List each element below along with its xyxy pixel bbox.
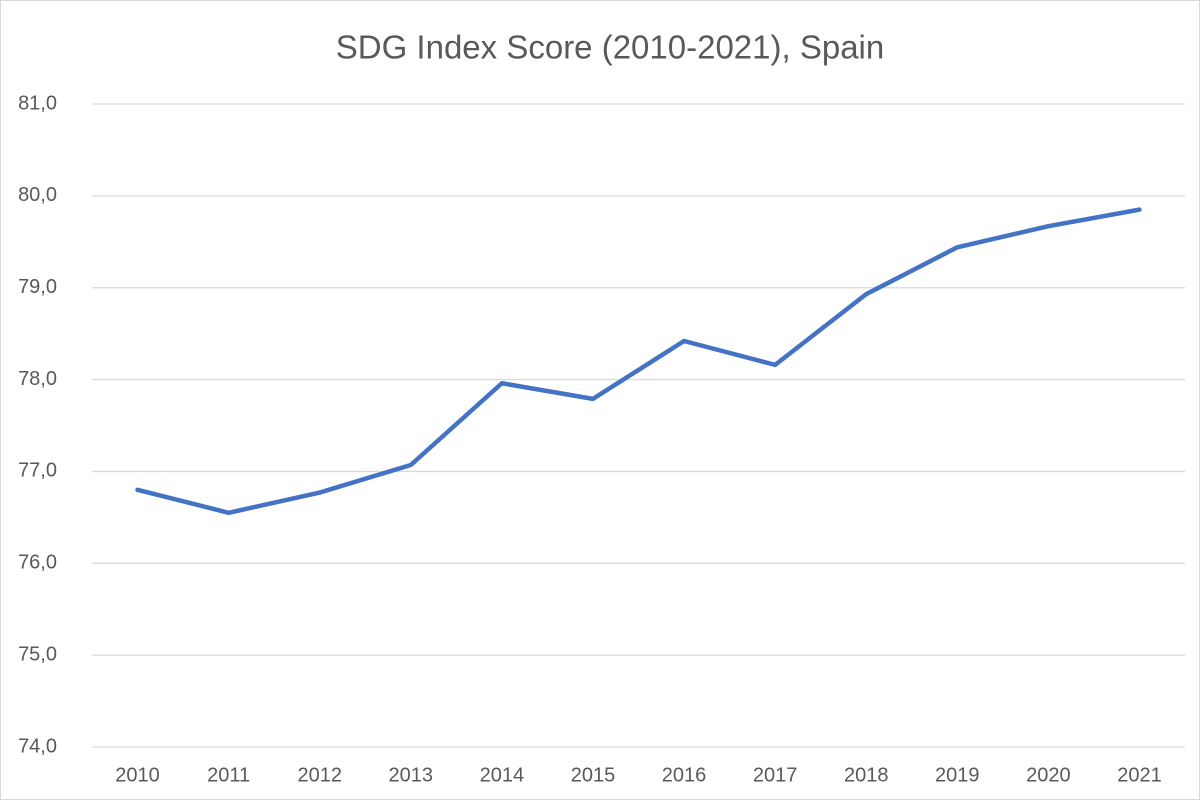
y-tick-label: 77,0 [18,460,57,482]
y-tick-label: 76,0 [18,552,57,574]
chart-title: SDG Index Score (2010-2021), Spain [336,29,884,66]
x-tick-label: 2017 [753,764,798,786]
x-tick-label: 2016 [662,764,707,786]
y-tick-label: 74,0 [18,735,57,757]
x-tick-label: 2013 [389,764,434,786]
x-tick-label: 2012 [297,764,342,786]
x-tick-label: 2011 [207,764,250,786]
y-tick-label: 78,0 [18,368,57,390]
y-tick-label: 75,0 [18,643,57,665]
x-tick-label: 2015 [571,764,616,786]
y-tick-label: 80,0 [18,184,57,206]
x-tick-label: 2010 [115,764,160,786]
y-tick-label: 81,0 [18,92,57,114]
line-series [135,207,1142,516]
x-tick-label: 2019 [935,764,980,786]
x-tick-label: 2020 [1026,764,1071,786]
x-tick-label: 2021 [1117,764,1162,786]
y-tick-label: 79,0 [18,276,57,298]
x-tick-label: 2014 [480,764,525,786]
x-tick-label: 2018 [844,764,889,786]
